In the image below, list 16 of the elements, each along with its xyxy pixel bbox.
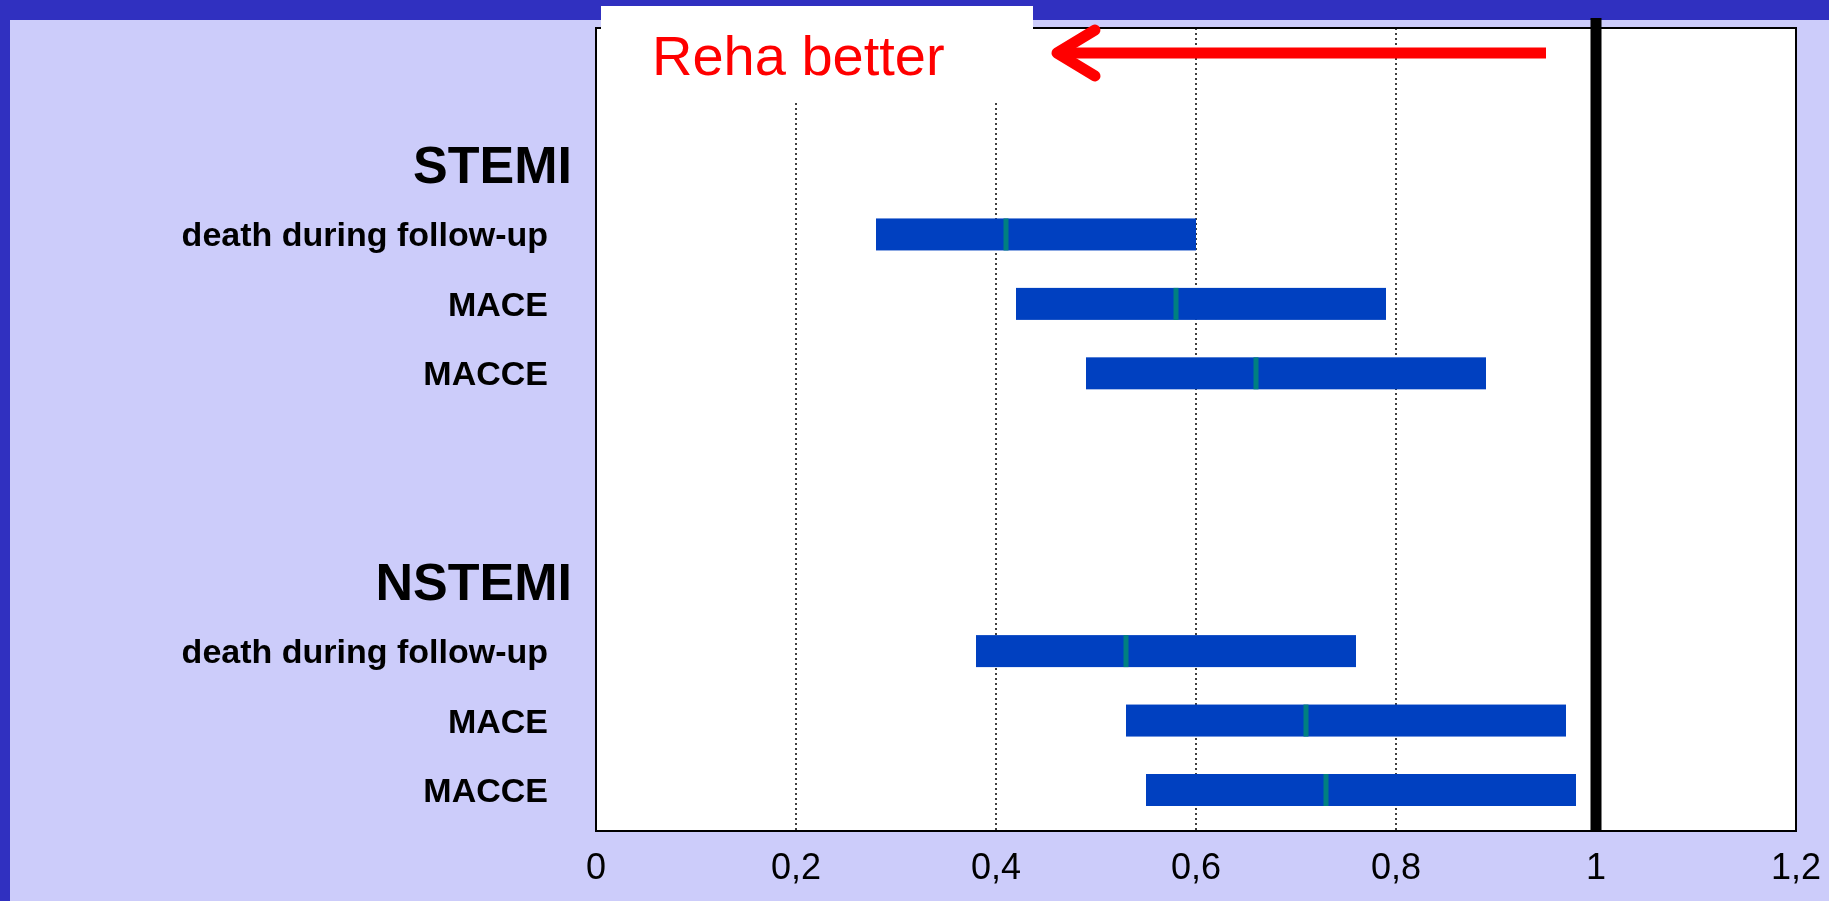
x-tick-label: 0,6 [1170,846,1222,887]
text: Reha better [652,24,945,87]
y-tick-label: NSTEMI [375,552,572,611]
x-tick-label: 0,4 [970,846,1022,887]
y-tick-label: MACCE [423,354,548,393]
y-tick-label: MACE [447,284,548,323]
x-tick-label: 0,8 [1370,846,1422,887]
x-tick-label: 1,2 [1770,846,1822,887]
y-tick-label: MACCE [423,771,548,809]
y-tick-label: death during follow-up [181,215,548,254]
y-tick-label: death during follow-up [181,632,548,671]
y-tick-label: STEMI [413,136,572,194]
x-tick-label: 1 [1585,846,1607,887]
y-tick-label: MACE [447,701,548,740]
x-tick-label: 0 [585,846,607,887]
x-tick-label: 0,2 [770,846,822,887]
